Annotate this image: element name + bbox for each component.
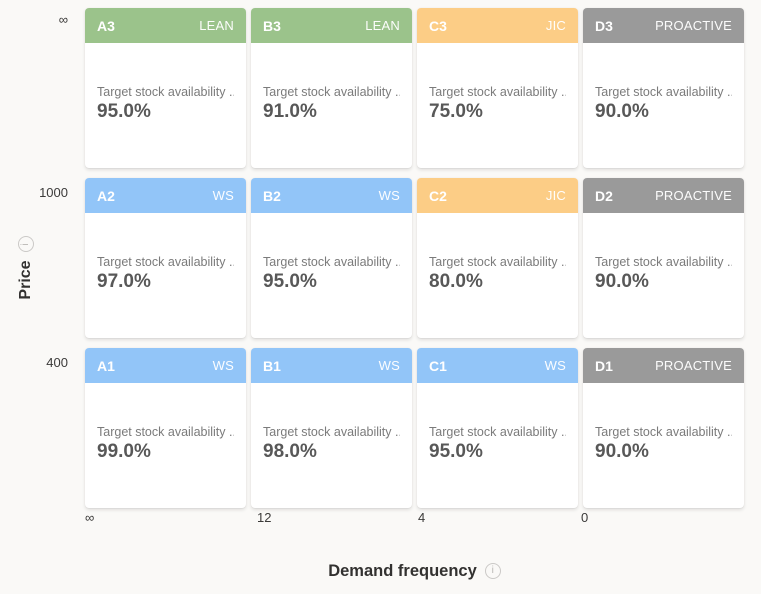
- cell-code: B2: [263, 187, 281, 204]
- cell-header: C1 WS: [417, 348, 578, 383]
- matrix-cell-b2[interactable]: B2 WS Target stock availability ... 95.0…: [251, 178, 412, 338]
- cell-metric-value: 95.0%: [97, 100, 151, 122]
- matrix-cell-a3[interactable]: A3 LEAN Target stock availability ... 95…: [85, 8, 246, 168]
- cell-header: B3 LEAN: [251, 8, 412, 43]
- cell-body: Target stock availability ... 95.0%: [251, 213, 412, 338]
- cell-strategy-label: WS: [544, 358, 566, 373]
- cell-metric-value: 90.0%: [595, 270, 649, 292]
- cell-header: D3 PROACTIVE: [583, 8, 744, 43]
- cell-metric-value: 99.0%: [97, 440, 151, 462]
- cell-code: B1: [263, 357, 281, 374]
- cell-code: C1: [429, 357, 447, 374]
- y-axis-label-text: Price: [17, 260, 34, 300]
- cell-metric-value: 75.0%: [429, 100, 483, 122]
- cell-code: A3: [97, 17, 115, 34]
- cell-metric-value: 90.0%: [595, 100, 649, 122]
- cell-strategy-label: WS: [378, 188, 400, 203]
- cell-header: C3 JIC: [417, 8, 578, 43]
- matrix-cell-a2[interactable]: A2 WS Target stock availability ... 97.0…: [85, 178, 246, 338]
- y-axis-tick-400: 400: [46, 355, 68, 370]
- cell-metric-label: Target stock availability ...: [429, 84, 566, 99]
- cell-metric-label: Target stock availability ...: [263, 84, 400, 99]
- cell-metric-value: 95.0%: [263, 270, 317, 292]
- cell-metric-label: Target stock availability ...: [595, 84, 732, 99]
- cell-body: Target stock availability ... 99.0%: [85, 383, 246, 508]
- cell-body: Target stock availability ... 95.0%: [417, 383, 578, 508]
- cell-code: B3: [263, 17, 281, 34]
- cell-body: Target stock availability ... 90.0%: [583, 213, 744, 338]
- cell-metric-label: Target stock availability ...: [97, 424, 234, 439]
- cell-header: B1 WS: [251, 348, 412, 383]
- cell-header: A1 WS: [85, 348, 246, 383]
- cell-body: Target stock availability ... 90.0%: [583, 383, 744, 508]
- info-icon[interactable]: i: [484, 563, 501, 579]
- cell-body: Target stock availability ... 95.0%: [85, 43, 246, 168]
- cell-metric-value: 90.0%: [595, 440, 649, 462]
- info-icon[interactable]: i: [18, 236, 34, 253]
- matrix-cell-c1[interactable]: C1 WS Target stock availability ... 95.0…: [417, 348, 578, 508]
- cell-strategy-label: PROACTIVE: [655, 188, 732, 203]
- cell-header: D1 PROACTIVE: [583, 348, 744, 383]
- cell-metric-label: Target stock availability ...: [429, 424, 566, 439]
- cell-metric-label: Target stock availability ...: [263, 424, 400, 439]
- cell-code: D3: [595, 17, 613, 34]
- cell-header: D2 PROACTIVE: [583, 178, 744, 213]
- x-axis-tick-0: 0: [581, 510, 589, 525]
- matrix-cell-d2[interactable]: D2 PROACTIVE Target stock availability .…: [583, 178, 744, 338]
- cell-code: C3: [429, 17, 447, 34]
- cell-body: Target stock availability ... 98.0%: [251, 383, 412, 508]
- cell-header: B2 WS: [251, 178, 412, 213]
- cell-metric-value: 98.0%: [263, 440, 317, 462]
- x-axis-label: Demand frequency i: [85, 560, 744, 582]
- cell-metric-label: Target stock availability ...: [595, 424, 732, 439]
- cell-metric-label: Target stock availability ...: [263, 254, 400, 269]
- cell-metric-label: Target stock availability ...: [595, 254, 732, 269]
- cell-body: Target stock availability ... 97.0%: [85, 213, 246, 338]
- cell-code: A2: [97, 187, 115, 204]
- y-axis-tick-1000: 1000: [39, 185, 68, 200]
- matrix-cell-c2[interactable]: C2 JIC Target stock availability ... 80.…: [417, 178, 578, 338]
- cell-code: C2: [429, 187, 447, 204]
- cell-header: C2 JIC: [417, 178, 578, 213]
- cell-body: Target stock availability ... 91.0%: [251, 43, 412, 168]
- cell-strategy-label: WS: [378, 358, 400, 373]
- matrix-grid: A3 LEAN Target stock availability ... 95…: [85, 8, 744, 508]
- matrix-cell-c3[interactable]: C3 JIC Target stock availability ... 75.…: [417, 8, 578, 168]
- cell-body: Target stock availability ... 90.0%: [583, 43, 744, 168]
- cell-strategy-label: JIC: [545, 18, 566, 33]
- x-axis-tick-inf: ∞: [85, 510, 95, 525]
- matrix-cell-d1[interactable]: D1 PROACTIVE Target stock availability .…: [583, 348, 744, 508]
- cell-strategy-label: PROACTIVE: [655, 358, 732, 373]
- x-axis-tick-4: 4: [418, 510, 426, 525]
- cell-body: Target stock availability ... 75.0%: [417, 43, 578, 168]
- cell-metric-label: Target stock availability ...: [429, 254, 566, 269]
- cell-code: A1: [97, 357, 115, 374]
- matrix-cell-d3[interactable]: D3 PROACTIVE Target stock availability .…: [583, 8, 744, 168]
- cell-code: D1: [595, 357, 613, 374]
- y-axis-tick-inf: ∞: [58, 12, 68, 27]
- x-axis-label-text: Demand frequency: [328, 561, 477, 580]
- cell-strategy-label: LEAN: [365, 18, 400, 33]
- cell-strategy-label: WS: [212, 358, 234, 373]
- cell-metric-label: Target stock availability ...: [97, 84, 234, 99]
- cell-header: A3 LEAN: [85, 8, 246, 43]
- matrix-cell-b1[interactable]: B1 WS Target stock availability ... 98.0…: [251, 348, 412, 508]
- cell-strategy-label: WS: [212, 188, 234, 203]
- x-axis-tick-12: 12: [257, 510, 272, 525]
- cell-metric-value: 91.0%: [263, 100, 317, 122]
- matrix-cell-a1[interactable]: A1 WS Target stock availability ... 99.0…: [85, 348, 246, 508]
- y-axis-label: Price i: [16, 218, 36, 318]
- cell-metric-value: 97.0%: [97, 270, 151, 292]
- cell-metric-value: 95.0%: [429, 440, 483, 462]
- cell-strategy-label: LEAN: [199, 18, 234, 33]
- cell-strategy-label: PROACTIVE: [655, 18, 732, 33]
- cell-metric-value: 80.0%: [429, 270, 483, 292]
- cell-header: A2 WS: [85, 178, 246, 213]
- matrix-cell-b3[interactable]: B3 LEAN Target stock availability ... 91…: [251, 8, 412, 168]
- cell-metric-label: Target stock availability ...: [97, 254, 234, 269]
- cell-body: Target stock availability ... 80.0%: [417, 213, 578, 338]
- cell-code: D2: [595, 187, 613, 204]
- cell-strategy-label: JIC: [545, 188, 566, 203]
